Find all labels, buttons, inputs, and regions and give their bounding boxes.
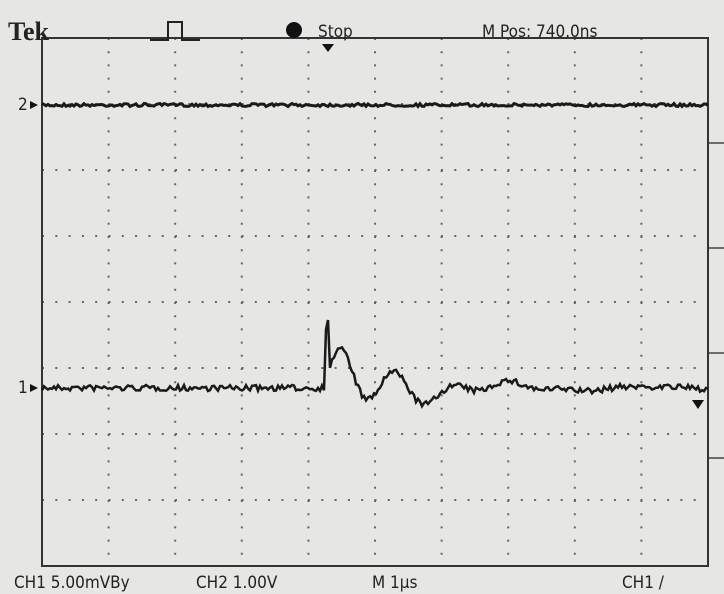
ch2-scale: CH2 1.00V [196, 573, 278, 593]
brand: Tek [8, 17, 49, 46]
stop-dot [286, 22, 302, 38]
ch1-marker: 1 [18, 378, 28, 398]
trigger-level-marker [692, 400, 704, 409]
position: M Pos: 740.0ns [482, 22, 597, 42]
status: Stop [318, 22, 353, 42]
trigger-position-marker [322, 44, 334, 52]
trigger: CH1 / [622, 573, 665, 593]
screen-border [41, 37, 709, 567]
acquire-icon [150, 21, 200, 41]
ch2-arrow [30, 101, 38, 109]
ch1-arrow [30, 384, 38, 392]
timebase: M 1µs [372, 573, 418, 593]
ch2-marker: 2 [18, 95, 28, 115]
ch2-trace [41, 101, 709, 109]
ch1-trace [40, 319, 709, 409]
ch1-scale: CH1 5.00mVBy [14, 573, 130, 593]
